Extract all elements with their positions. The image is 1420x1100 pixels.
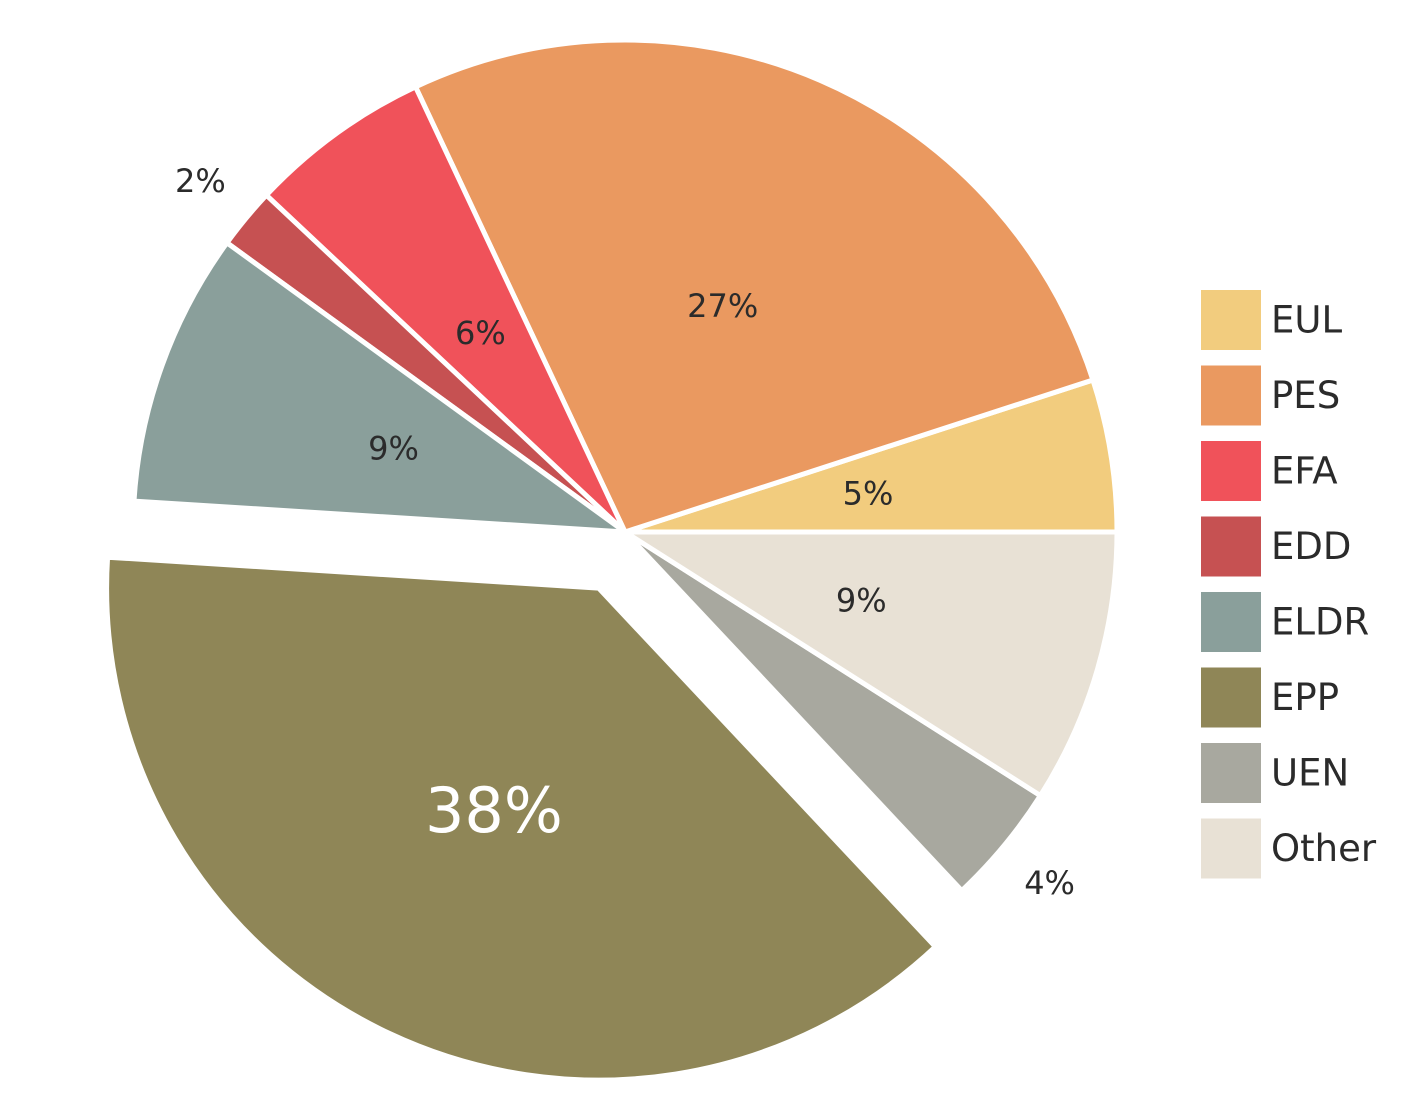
data-label-other: 9% [836, 582, 887, 620]
legend-swatch-eldr [1201, 592, 1261, 652]
legend-label-uen: UEN [1271, 752, 1349, 795]
data-label-epp: 38% [425, 774, 563, 847]
legend-label-efa: EFA [1271, 450, 1338, 493]
legend-label-pes: PES [1271, 374, 1340, 417]
data-label-eul: 5% [843, 475, 894, 513]
legend-swatch-efa [1201, 441, 1261, 501]
legend-label-eldr: ELDR [1271, 601, 1369, 644]
legend-label-edd: EDD [1271, 525, 1351, 568]
slice-pes [413, 37, 1096, 535]
legend-swatch-uen [1201, 743, 1261, 803]
slice-efa [263, 84, 628, 535]
legend: EUL PES EFA EDD ELDR EPP UEN Other [1201, 290, 1377, 879]
legend-label-eul: EUL [1271, 299, 1342, 342]
slice-other [622, 529, 1120, 799]
legend-label-epp: EPP [1271, 676, 1339, 719]
legend-swatch-pes [1201, 365, 1261, 426]
slice-epp [104, 554, 938, 1083]
legend-swatch-other [1201, 818, 1261, 879]
data-label-eldr: 9% [368, 430, 419, 468]
legend-label-other: Other [1271, 827, 1377, 870]
data-label-edd: 2% [175, 162, 226, 200]
data-label-pes: 27% [687, 287, 758, 325]
pie-labels: 5% 27% 6% 2% 9% 38% 4% 9% [175, 162, 1075, 902]
legend-swatch-edd [1201, 516, 1261, 577]
data-label-uen: 4% [1024, 864, 1075, 902]
pie-slices [104, 37, 1120, 1083]
data-label-efa: 6% [455, 314, 506, 352]
legend-swatch-eul [1201, 290, 1261, 350]
legend-swatch-epp [1201, 667, 1261, 728]
slice-eldr [131, 240, 628, 535]
